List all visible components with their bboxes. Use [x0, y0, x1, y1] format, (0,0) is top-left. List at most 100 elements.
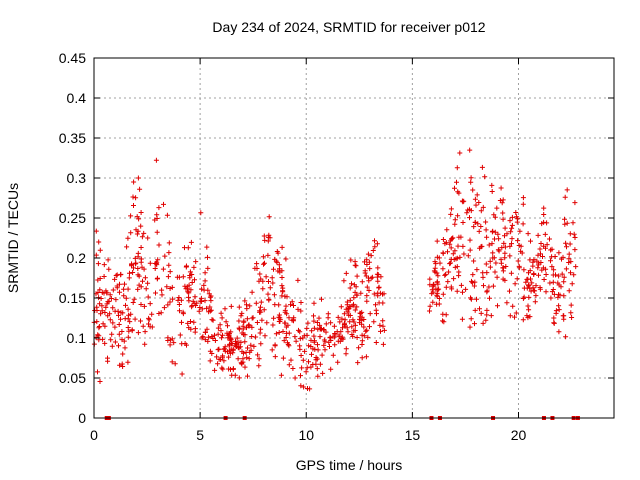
y-tick-label: 0 [78, 410, 86, 426]
data-point [95, 290, 101, 295]
data-point [355, 360, 361, 366]
data-point [520, 201, 526, 207]
data-point [154, 229, 160, 235]
data-point [520, 317, 526, 323]
data-point [141, 303, 147, 309]
data-point [559, 256, 564, 262]
data-point [160, 266, 166, 272]
data-point [346, 312, 352, 318]
data-point [359, 279, 365, 285]
data-point [476, 228, 482, 234]
data-point [454, 179, 459, 185]
data-point [125, 306, 131, 312]
data-point [460, 199, 466, 205]
data-point [332, 342, 338, 348]
data-point [188, 239, 194, 245]
data-point [219, 315, 225, 321]
data-point [320, 370, 326, 376]
data-point [440, 318, 445, 324]
data-point [108, 296, 114, 301]
data-point [266, 214, 272, 220]
data-point [142, 275, 148, 281]
data-point [113, 297, 119, 303]
data-point [354, 292, 360, 298]
data-point [345, 329, 351, 335]
data-point [340, 325, 345, 331]
data-point [262, 260, 267, 266]
data-point [207, 304, 213, 310]
data-point [205, 254, 210, 260]
data-point [437, 260, 443, 266]
data-point [350, 317, 356, 323]
data-point [311, 318, 317, 324]
tick-labels: 0 0.05 0.1 0.15 0.2 0.25 0.3 0.35 0.4 0.45 0 5 10 15 2… [59, 50, 527, 443]
data-point [138, 223, 144, 229]
data-point [311, 300, 317, 306]
y-tick-label: 0.45 [59, 50, 86, 66]
data-point [520, 195, 526, 201]
data-point [275, 250, 281, 256]
data-point [528, 238, 533, 244]
data-point [475, 221, 481, 227]
data-point [366, 288, 372, 293]
data-point [357, 316, 362, 322]
data-point [541, 212, 547, 217]
data-point [269, 275, 275, 281]
data-point [541, 205, 547, 211]
data-point [361, 317, 367, 322]
data-point [468, 179, 474, 185]
data-point [209, 317, 215, 323]
data-point [240, 356, 246, 362]
data-point [515, 258, 521, 264]
data-point [179, 371, 185, 377]
data-point [327, 344, 332, 349]
data-point [531, 288, 537, 294]
data-point [468, 208, 474, 214]
data-point [276, 302, 282, 308]
data-point [153, 290, 158, 296]
y-tick-label: 0.3 [67, 170, 87, 186]
data-point [507, 313, 513, 319]
data-point [265, 252, 271, 258]
data-point [452, 221, 458, 227]
data-point [97, 276, 103, 281]
data-point [107, 292, 113, 298]
data-point [279, 283, 285, 289]
y-tick-label: 0.35 [59, 130, 86, 146]
data-point [372, 238, 377, 244]
data-point [561, 293, 567, 299]
data-point [478, 208, 484, 214]
data-point [356, 345, 362, 351]
data-point [457, 254, 463, 260]
data-point [257, 271, 263, 277]
data-point [127, 319, 133, 325]
data-point [171, 340, 177, 346]
data-point [467, 247, 473, 253]
data-point [215, 331, 221, 337]
data-point [330, 352, 336, 358]
data-point [535, 265, 541, 271]
data-point [271, 315, 277, 321]
data-point [570, 220, 576, 226]
data-point [490, 255, 496, 261]
data-point [118, 316, 123, 322]
data-point [376, 285, 382, 291]
x-axis-title: GPS time / hours [296, 457, 403, 473]
data-point [159, 287, 165, 293]
data-point [113, 273, 119, 278]
data-point [460, 243, 466, 249]
data-point [507, 243, 513, 249]
data-point [369, 274, 375, 280]
data-point [246, 356, 252, 362]
data-point [509, 222, 515, 228]
data-point [176, 302, 182, 307]
data-point [473, 202, 479, 208]
data-point [244, 316, 250, 322]
data-point [176, 295, 182, 300]
data-point [177, 308, 182, 314]
data-point [128, 311, 134, 317]
data-point [125, 334, 131, 340]
data-point [487, 258, 493, 264]
data-point [97, 287, 103, 293]
data-point [128, 213, 134, 219]
